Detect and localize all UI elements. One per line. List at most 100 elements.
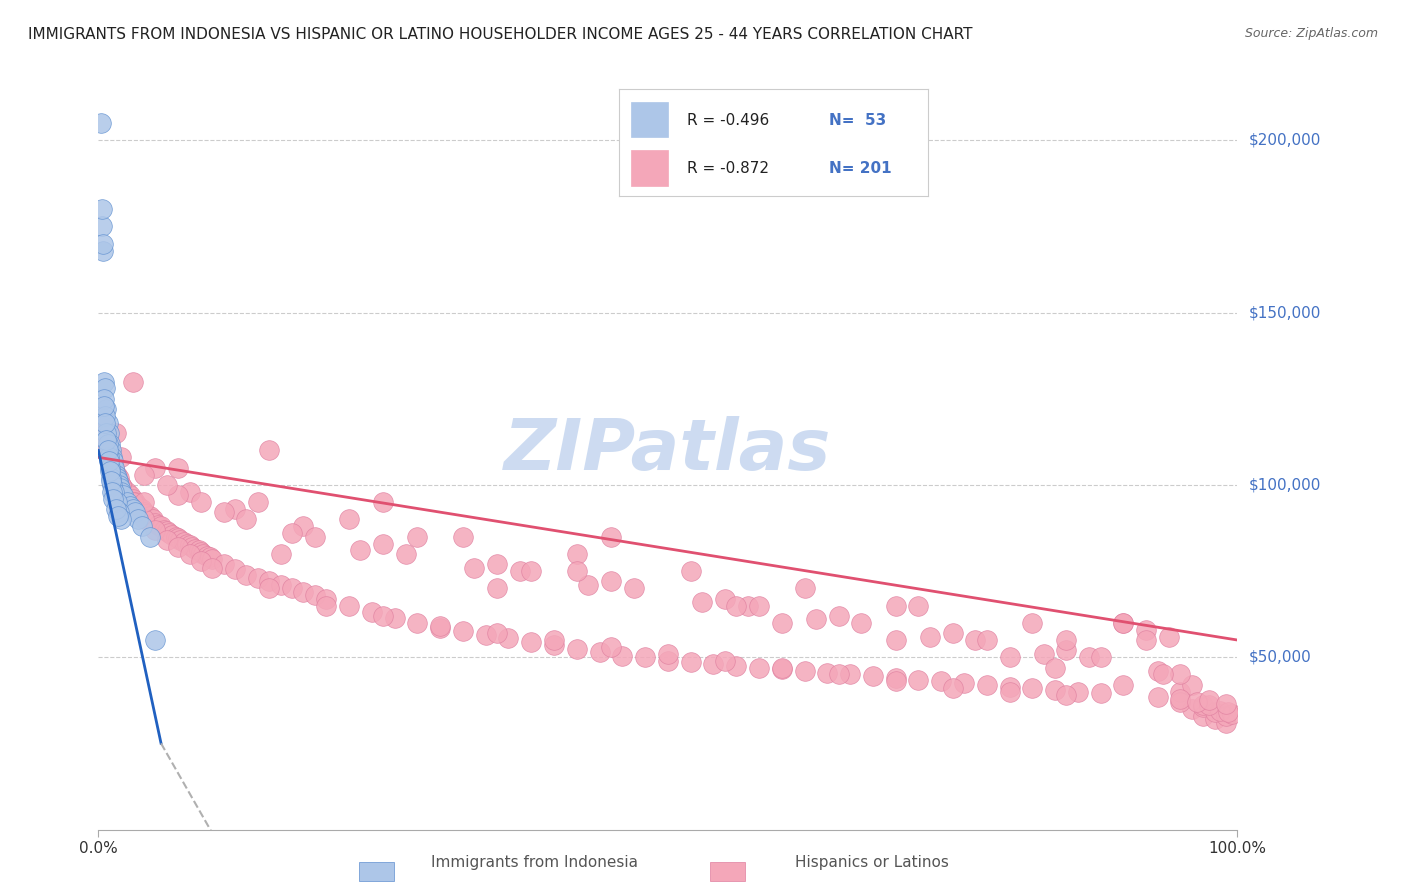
- Point: [451, 530, 474, 544]
- Point: [105, 471, 128, 485]
- Point: [270, 578, 292, 592]
- Point: [520, 564, 543, 578]
- Point: [486, 582, 509, 596]
- Point: [195, 549, 218, 563]
- Point: [634, 650, 657, 665]
- Point: [105, 467, 128, 482]
- Point: [101, 457, 124, 471]
- Point: [121, 491, 143, 506]
- Point: [793, 582, 815, 596]
- Point: [839, 667, 862, 681]
- Point: [884, 674, 907, 689]
- Point: [1021, 615, 1043, 630]
- Point: [1170, 667, 1192, 681]
- Point: [145, 523, 167, 537]
- Point: [337, 599, 360, 613]
- Point: [132, 495, 155, 509]
- Text: $50,000: $50,000: [1249, 649, 1312, 665]
- Point: [91, 236, 114, 251]
- Point: [623, 582, 645, 596]
- Point: [714, 591, 737, 606]
- Point: [884, 633, 907, 648]
- Point: [474, 628, 496, 642]
- Point: [169, 533, 191, 547]
- Point: [120, 488, 142, 502]
- Point: [98, 460, 121, 475]
- Point: [1112, 615, 1135, 630]
- Point: [246, 571, 269, 585]
- Point: [748, 660, 770, 674]
- Point: [121, 375, 143, 389]
- Point: [97, 450, 120, 465]
- Point: [1078, 650, 1101, 665]
- Point: [998, 680, 1021, 694]
- Point: [429, 619, 451, 633]
- Point: [1056, 688, 1078, 702]
- Point: [131, 502, 153, 516]
- Point: [406, 615, 429, 630]
- Point: [965, 633, 987, 648]
- Point: [145, 516, 167, 530]
- Point: [97, 443, 120, 458]
- Point: [179, 538, 201, 552]
- Point: [828, 667, 851, 681]
- Point: [918, 630, 941, 644]
- Point: [103, 454, 125, 468]
- Point: [108, 506, 131, 520]
- Point: [103, 460, 125, 475]
- Point: [828, 608, 851, 623]
- Point: [235, 567, 257, 582]
- Point: [1215, 697, 1237, 711]
- Point: [1170, 684, 1192, 698]
- Point: [395, 547, 418, 561]
- Point: [451, 624, 474, 639]
- Point: [112, 488, 135, 502]
- Text: N=  53: N= 53: [830, 112, 886, 128]
- Point: [851, 615, 873, 630]
- Point: [176, 536, 198, 550]
- Point: [108, 471, 131, 485]
- Point: [315, 591, 337, 606]
- Point: [246, 495, 269, 509]
- Point: [97, 454, 120, 468]
- Point: [101, 478, 124, 492]
- Point: [371, 495, 394, 509]
- Point: [804, 612, 827, 626]
- Point: [104, 502, 127, 516]
- Point: [193, 547, 215, 561]
- Point: [132, 506, 155, 520]
- Point: [103, 491, 125, 506]
- Point: [1112, 678, 1135, 692]
- Point: [690, 595, 713, 609]
- Point: [157, 526, 180, 541]
- Point: [1215, 708, 1237, 723]
- Text: IMMIGRANTS FROM INDONESIA VS HISPANIC OR LATINO HOUSEHOLDER INCOME AGES 25 - 44 : IMMIGRANTS FROM INDONESIA VS HISPANIC OR…: [28, 27, 973, 42]
- Point: [94, 416, 117, 430]
- Text: R = -0.496: R = -0.496: [686, 112, 769, 128]
- Text: ZIPatlas: ZIPatlas: [505, 416, 831, 485]
- Point: [1204, 706, 1226, 720]
- Point: [1157, 630, 1180, 644]
- Bar: [631, 150, 668, 186]
- Point: [112, 482, 135, 496]
- Point: [115, 495, 138, 509]
- Point: [884, 599, 907, 613]
- Point: [108, 482, 131, 496]
- Point: [679, 564, 702, 578]
- Point: [201, 552, 224, 566]
- Point: [104, 426, 127, 441]
- Point: [815, 665, 838, 680]
- Point: [93, 399, 115, 413]
- Point: [1187, 695, 1209, 709]
- Point: [135, 507, 157, 521]
- Text: $200,000: $200,000: [1249, 133, 1320, 148]
- Point: [120, 499, 142, 513]
- Point: [1090, 650, 1112, 665]
- Point: [124, 506, 146, 520]
- Point: [103, 460, 125, 475]
- Point: [96, 436, 118, 450]
- Point: [1021, 681, 1043, 696]
- Text: R = -0.872: R = -0.872: [686, 161, 769, 176]
- Point: [543, 633, 565, 648]
- Point: [315, 599, 337, 613]
